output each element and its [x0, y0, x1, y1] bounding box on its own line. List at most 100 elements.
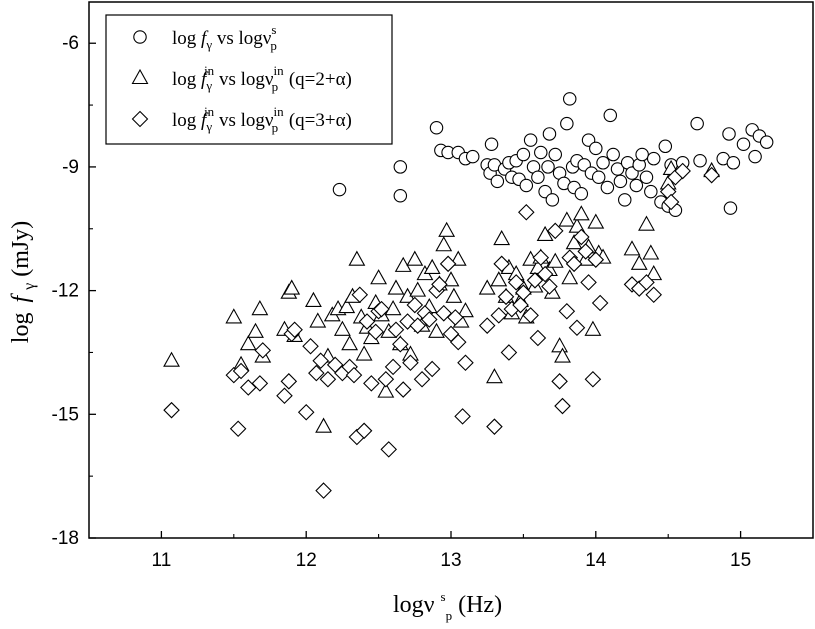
circle-point	[542, 127, 557, 141]
circle-point	[722, 127, 736, 141]
diamond-point	[497, 288, 515, 306]
diamond-point	[421, 311, 438, 328]
diamond-point	[568, 319, 586, 337]
diamond-point	[500, 344, 518, 361]
triangle-point	[438, 221, 456, 237]
triangle-point	[239, 335, 257, 351]
diamond-point	[573, 228, 590, 246]
legend-text-part: γ	[205, 78, 212, 93]
diamond-point	[280, 373, 298, 390]
x-tick-label: 12	[296, 550, 317, 571]
triangle-point	[315, 417, 333, 433]
x-tick-label: 13	[440, 550, 461, 571]
diamond-point	[490, 307, 508, 324]
triangle-point	[225, 308, 243, 324]
legend-label-1: log fγ vs logνs p	[172, 22, 277, 53]
triangle-point	[435, 236, 453, 252]
diamond-point	[518, 203, 535, 221]
legend-box	[105, 14, 393, 145]
legend-text-part: vs logν	[212, 28, 272, 49]
y-axis-title-unit: (mJy)	[8, 221, 34, 277]
diamond-point	[297, 403, 315, 421]
diamond-point	[409, 317, 426, 334]
triangle-point	[442, 271, 460, 287]
x-axis-ticks: 11 12 13 14 15	[152, 531, 751, 571]
legend-label-3: log fγin vs logνin p (q=3+α)	[172, 104, 352, 135]
circle-point	[736, 137, 751, 151]
diamond-point	[413, 370, 431, 388]
circle-point	[534, 145, 548, 160]
circle-point	[560, 116, 574, 131]
x-tick-label: 14	[585, 550, 607, 571]
legend-text-part: log	[172, 28, 201, 49]
triangle-point	[623, 240, 641, 256]
diamond-point	[423, 360, 441, 378]
diamond-point	[522, 307, 539, 324]
triangle-point	[445, 287, 463, 303]
circle-point	[548, 147, 563, 162]
circle-point	[574, 186, 589, 201]
diamond-point	[163, 401, 180, 419]
diamond-point	[373, 300, 390, 318]
triangle-point	[333, 320, 351, 336]
diamond-point	[286, 321, 303, 339]
circle-point	[541, 160, 555, 174]
circle-point	[723, 201, 738, 215]
diamond-point	[439, 255, 457, 273]
diamond-point	[363, 375, 380, 392]
triangle-point	[536, 225, 554, 242]
diamond-point	[591, 294, 609, 312]
triangle-point	[423, 258, 441, 274]
circle-point	[748, 149, 762, 164]
diamond-point	[232, 362, 250, 380]
triangle-point	[251, 300, 269, 316]
diamond-point	[319, 370, 337, 388]
diamond-point	[308, 364, 325, 382]
legend-text-part: p	[270, 38, 277, 53]
diamond-point	[449, 333, 467, 351]
diamond-point	[554, 397, 571, 415]
diamond-point	[529, 329, 547, 347]
legend-triangle-marker	[131, 68, 149, 85]
circle-point	[603, 108, 618, 123]
triangle-point	[355, 345, 373, 361]
triangle-point	[645, 264, 663, 281]
circle-point	[531, 170, 545, 184]
legend-text-part: log	[172, 69, 201, 90]
triangle-point	[493, 229, 511, 246]
circle-point	[639, 170, 654, 184]
diamond-point	[394, 381, 412, 398]
y-axis-title-main: log	[8, 313, 34, 344]
triangle-point	[305, 291, 322, 307]
legend-circle-marker	[133, 30, 147, 44]
circle-point	[393, 189, 408, 203]
circle-point	[618, 193, 632, 207]
y-tick-label: -6	[62, 33, 79, 54]
legend-label-2: log fγin vs logνin p (q=2+α)	[172, 63, 352, 94]
diamond-point	[315, 482, 332, 499]
diamond-point	[587, 251, 605, 268]
circle-point	[690, 116, 704, 131]
triangle-point	[457, 302, 474, 318]
circle-point	[759, 135, 774, 149]
circle-point	[644, 184, 658, 199]
diamond-point	[536, 265, 554, 283]
diamond-point	[302, 337, 319, 355]
triangle-point	[490, 271, 508, 287]
legend-text-part: γ	[205, 119, 212, 134]
diamond-point	[526, 272, 544, 289]
triangle-point	[394, 256, 412, 272]
circle-point	[490, 174, 505, 189]
diamond-point	[402, 354, 419, 372]
diamond-point	[276, 387, 293, 405]
diamond-point	[493, 255, 510, 273]
legend-text-part: γ	[205, 37, 212, 52]
legend-text-part: in	[273, 63, 284, 78]
circle-point	[610, 162, 625, 176]
triangle-point	[546, 252, 564, 268]
diamond-point	[312, 352, 329, 369]
x-axis-title-sub: p	[446, 608, 453, 623]
legend-text-part: (q=3+α)	[284, 110, 352, 131]
triangle-point	[572, 205, 590, 221]
